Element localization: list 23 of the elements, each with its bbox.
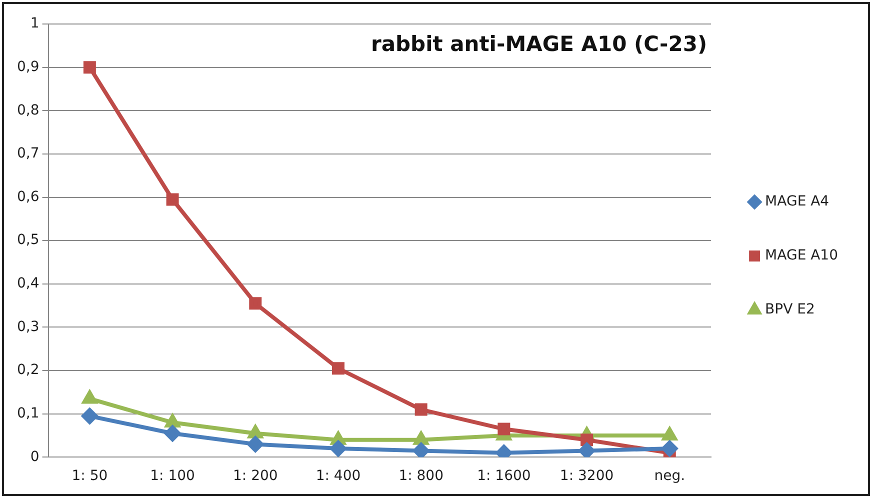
x-tick-label: neg. xyxy=(654,468,686,484)
y-tick-label: 0 xyxy=(30,448,40,465)
x-tick-label: 1: 100 xyxy=(150,468,195,484)
y-tick-label: 0,6 xyxy=(17,188,40,205)
legend-label: BPV E2 xyxy=(765,302,815,318)
y-tick-label: 0,1 xyxy=(17,406,40,422)
y-tick-label: 0,2 xyxy=(17,362,40,378)
chart-title: rabbit anti-MAGE A10 (C-23) xyxy=(370,32,708,56)
y-tick-label: 0,8 xyxy=(17,102,40,118)
y-tick-label: 0,5 xyxy=(17,232,40,248)
y-tick-label: 0,4 xyxy=(17,276,40,292)
y-tick-label: 0,3 xyxy=(17,318,40,335)
y-tick-label: 1 xyxy=(30,16,40,32)
x-tick-label: 1: 400 xyxy=(316,468,361,484)
y-tick-label: 0,9 xyxy=(17,58,40,75)
x-tick-label: 1: 50 xyxy=(72,468,108,484)
x-tick-label: 1: 3200 xyxy=(560,468,614,484)
y-tick-label: 0,7 xyxy=(17,146,40,162)
x-tick-label: 1: 200 xyxy=(232,468,278,484)
legend-label: MAGE A4 xyxy=(765,194,830,210)
x-tick-label: 1: 800 xyxy=(398,468,444,484)
x-tick-label: 1: 1600 xyxy=(477,468,531,484)
legend-label: MAGE A10 xyxy=(765,248,838,264)
